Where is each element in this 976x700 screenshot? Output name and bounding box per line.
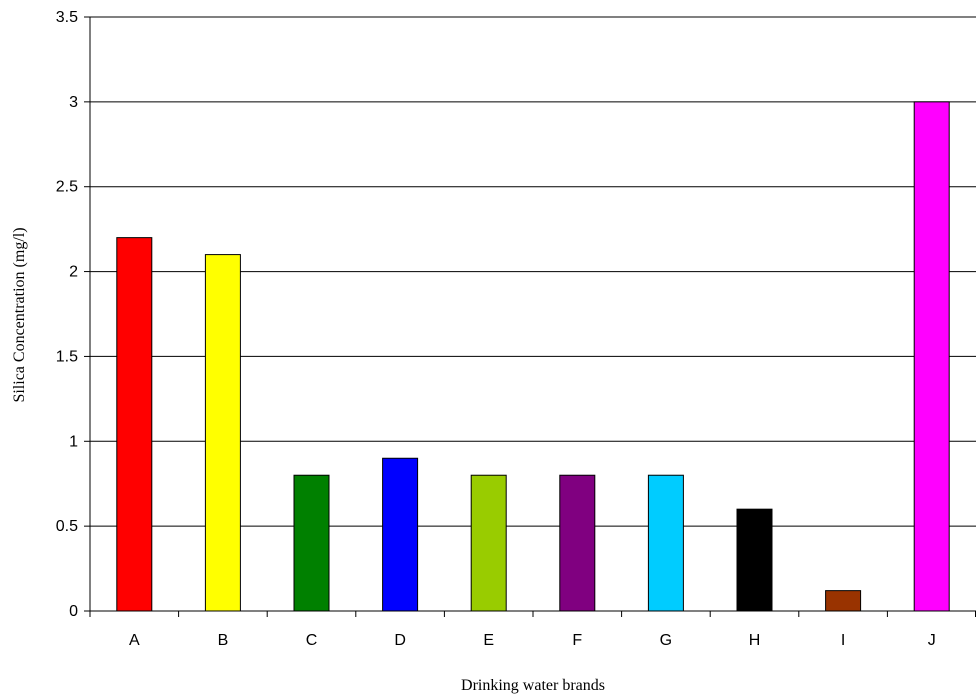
bar-g (647, 474, 684, 612)
x-tick-label: C (306, 632, 318, 649)
y-tick-label: 2 (69, 264, 78, 281)
y-tick-label: 0 (69, 603, 78, 620)
bar-b (204, 254, 241, 612)
x-tick-label: A (129, 632, 140, 649)
bar-f (559, 474, 596, 612)
x-tick-labels: A B C D E F G H I J (129, 632, 936, 649)
y-tick-label: 1.5 (56, 348, 78, 365)
bars (116, 101, 950, 612)
x-tick-label: I (841, 632, 845, 649)
x-tick-label: D (394, 632, 406, 649)
y-axis-label: Silica Concentration (mg/l) (11, 227, 28, 402)
x-axis-label: Drinking water brands (461, 677, 605, 694)
x-tick-label: J (928, 632, 936, 649)
bar-c (293, 474, 330, 612)
x-tick-label: B (218, 632, 229, 649)
bar-j (913, 101, 950, 612)
bar-i (825, 590, 862, 612)
x-tick-label: G (660, 632, 672, 649)
x-tick-label: F (572, 632, 582, 649)
y-tick-label: 3.5 (56, 9, 78, 26)
y-tick-label: 3 (69, 94, 78, 111)
bar-a (116, 237, 153, 612)
bar-h (736, 508, 773, 612)
y-tick-labels: 0 0.5 1 1.5 2 2.5 3 3.5 (56, 9, 78, 620)
x-tick-label: E (483, 632, 494, 649)
axes (84, 16, 976, 617)
y-tick-label: 2.5 (56, 179, 78, 196)
x-tick-label: H (749, 632, 761, 649)
bar-d (382, 457, 419, 612)
y-tick-label: 0.5 (56, 518, 78, 535)
y-tick-label: 1 (69, 433, 78, 450)
bar-e (470, 474, 507, 612)
